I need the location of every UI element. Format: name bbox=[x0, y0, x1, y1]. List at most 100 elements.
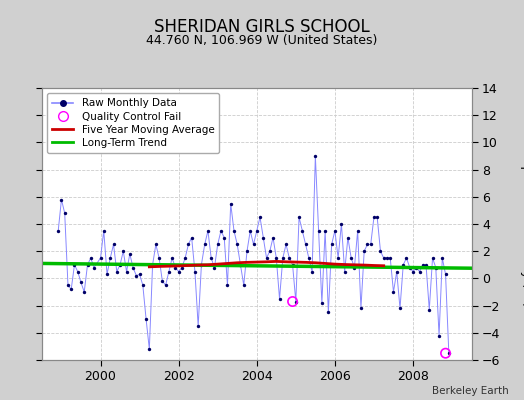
Point bbox=[70, 262, 79, 268]
Point bbox=[318, 300, 326, 306]
Point bbox=[165, 268, 173, 275]
Point bbox=[155, 255, 163, 261]
Point bbox=[314, 228, 323, 234]
Point bbox=[253, 228, 261, 234]
Point bbox=[145, 346, 154, 352]
Point bbox=[422, 262, 430, 268]
Point bbox=[80, 289, 89, 295]
Legend: Raw Monthly Data, Quality Control Fail, Five Year Moving Average, Long-Term Tren: Raw Monthly Data, Quality Control Fail, … bbox=[47, 93, 220, 153]
Point bbox=[438, 255, 446, 261]
Point bbox=[233, 241, 242, 248]
Point bbox=[119, 248, 127, 254]
Point bbox=[269, 234, 277, 241]
Point bbox=[246, 228, 255, 234]
Point bbox=[129, 264, 137, 271]
Point bbox=[337, 221, 346, 227]
Point bbox=[161, 282, 170, 288]
Y-axis label: Temperature Anomaly (°C): Temperature Anomaly (°C) bbox=[520, 140, 524, 308]
Text: Berkeley Earth: Berkeley Earth bbox=[432, 386, 508, 396]
Point bbox=[357, 305, 365, 312]
Point bbox=[328, 241, 336, 248]
Point bbox=[308, 268, 316, 275]
Point bbox=[419, 262, 427, 268]
Point bbox=[181, 255, 189, 261]
Point bbox=[151, 241, 160, 248]
Point bbox=[298, 228, 307, 234]
Point bbox=[259, 234, 267, 241]
Point bbox=[100, 228, 108, 234]
Point bbox=[301, 241, 310, 248]
Point bbox=[432, 264, 440, 271]
Point bbox=[217, 228, 225, 234]
Point bbox=[288, 298, 297, 305]
Point bbox=[73, 268, 82, 275]
Point bbox=[292, 298, 300, 305]
Point bbox=[360, 248, 368, 254]
Point bbox=[188, 234, 196, 241]
Point bbox=[178, 264, 186, 271]
Point bbox=[213, 241, 222, 248]
Point bbox=[239, 282, 248, 288]
Point bbox=[123, 268, 131, 275]
Point bbox=[363, 241, 372, 248]
Point bbox=[223, 282, 232, 288]
Point bbox=[288, 262, 297, 268]
Point bbox=[249, 241, 258, 248]
Point bbox=[54, 228, 62, 234]
Point bbox=[324, 309, 333, 316]
Point bbox=[272, 255, 280, 261]
Point bbox=[103, 271, 111, 278]
Point bbox=[285, 255, 293, 261]
Point bbox=[110, 241, 118, 248]
Point bbox=[116, 262, 124, 268]
Point bbox=[266, 248, 274, 254]
Point bbox=[392, 268, 401, 275]
Point bbox=[197, 262, 205, 268]
Point bbox=[379, 255, 388, 261]
Point bbox=[279, 255, 287, 261]
Point bbox=[148, 262, 157, 268]
Point bbox=[386, 255, 395, 261]
Point bbox=[135, 271, 144, 278]
Text: SHERIDAN GIRLS SCHOOL: SHERIDAN GIRLS SCHOOL bbox=[154, 18, 370, 36]
Point bbox=[295, 214, 303, 220]
Point bbox=[142, 316, 150, 322]
Point bbox=[350, 264, 358, 271]
Point bbox=[204, 228, 212, 234]
Point bbox=[210, 264, 219, 271]
Point bbox=[57, 196, 66, 203]
Point bbox=[168, 255, 176, 261]
Point bbox=[354, 228, 362, 234]
Point bbox=[416, 268, 424, 275]
Point bbox=[194, 323, 202, 329]
Point bbox=[311, 153, 320, 159]
Point bbox=[428, 255, 436, 261]
Point bbox=[67, 286, 75, 292]
Point bbox=[304, 255, 313, 261]
Point bbox=[445, 350, 453, 356]
Point bbox=[282, 241, 290, 248]
Point bbox=[236, 262, 245, 268]
Point bbox=[83, 262, 92, 268]
Text: 44.760 N, 106.969 W (United States): 44.760 N, 106.969 W (United States) bbox=[146, 34, 378, 47]
Point bbox=[106, 255, 114, 261]
Point bbox=[60, 210, 69, 216]
Point bbox=[441, 350, 450, 356]
Point bbox=[366, 241, 375, 248]
Point bbox=[158, 278, 167, 284]
Point bbox=[126, 251, 134, 257]
Point bbox=[184, 241, 193, 248]
Point bbox=[376, 248, 385, 254]
Point bbox=[113, 268, 121, 275]
Point bbox=[347, 255, 355, 261]
Point bbox=[171, 264, 180, 271]
Point bbox=[64, 282, 72, 288]
Point bbox=[383, 255, 391, 261]
Point bbox=[256, 214, 264, 220]
Point bbox=[412, 264, 420, 271]
Point bbox=[402, 255, 411, 261]
Point bbox=[191, 268, 199, 275]
Point bbox=[132, 272, 140, 279]
Point bbox=[435, 332, 443, 339]
Point bbox=[201, 241, 209, 248]
